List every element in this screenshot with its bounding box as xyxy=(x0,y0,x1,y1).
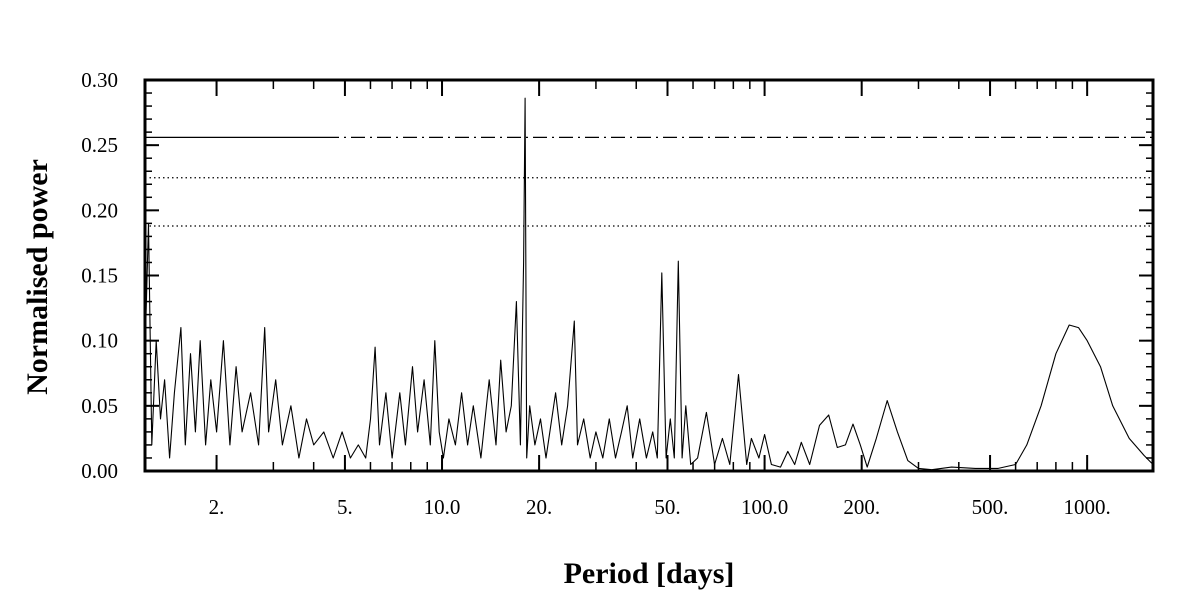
axes-group: 0.00 0.05 0.10 0.15 0.20 0.25 0.30 2. 5. 10.0 20. 5… xyxy=(81,68,1153,519)
series-group xyxy=(144,97,1154,471)
x-tick-label-5: 100.0 xyxy=(741,495,788,519)
x-tick-label-7: 500. xyxy=(972,495,1009,519)
y-tick-label-4: 0.20 xyxy=(81,198,118,222)
x-tick-label-6: 200. xyxy=(843,495,880,519)
x-tick-label-8: 1000. xyxy=(1064,495,1111,519)
x-tick-label-4: 50. xyxy=(654,495,680,519)
y-tick-label-6: 0.30 xyxy=(81,68,118,92)
x-tick-label-3: 20. xyxy=(526,495,552,519)
y-tick-label-0: 0.00 xyxy=(81,459,118,483)
x-axis-label: Period [days] xyxy=(564,557,735,590)
significance-lines xyxy=(145,136,1153,227)
x-tick-label-1: 5. xyxy=(337,495,353,519)
series-line-0 xyxy=(144,97,1154,471)
y-tick-label-2: 0.10 xyxy=(81,329,118,353)
y-tick-label-1: 0.05 xyxy=(81,394,118,418)
plot-frame xyxy=(143,78,1155,473)
y-tick-label-5: 0.25 xyxy=(81,133,118,157)
x-tick-label-2: 10.0 xyxy=(424,495,461,519)
x-tick-label-0: 2. xyxy=(209,495,225,519)
y-axis-label: Normalised power xyxy=(21,159,54,395)
y-tick-label-3: 0.15 xyxy=(81,264,118,288)
